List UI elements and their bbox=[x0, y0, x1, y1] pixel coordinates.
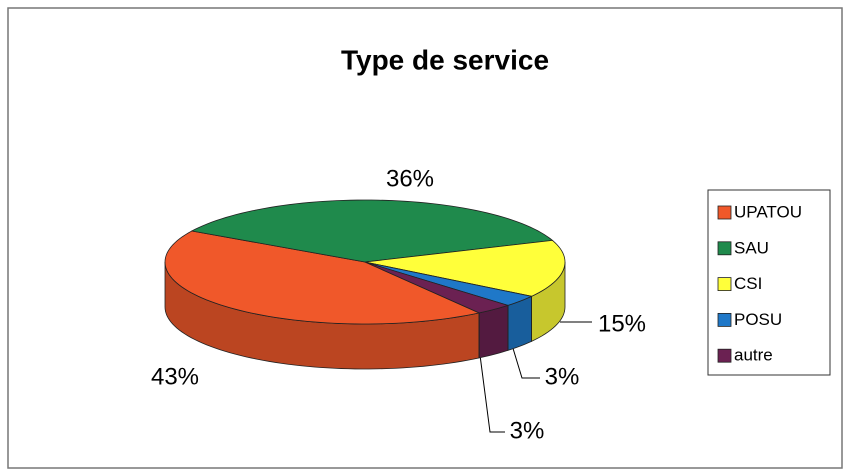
data-label: 43% bbox=[151, 363, 199, 390]
pie-side bbox=[478, 304, 509, 359]
data-label: 36% bbox=[386, 165, 434, 192]
data-label: 3% bbox=[545, 363, 580, 390]
leader-line bbox=[511, 344, 540, 379]
pie-slice bbox=[164, 230, 481, 325]
legend-swatch bbox=[717, 277, 732, 292]
legend-swatch bbox=[717, 205, 732, 220]
pie-slice bbox=[364, 261, 510, 314]
legend-label: autre bbox=[734, 346, 773, 365]
chart-title: Type de service bbox=[341, 44, 549, 75]
legend-swatch bbox=[717, 348, 732, 363]
legend-label: POSU bbox=[734, 310, 782, 329]
pie-slice bbox=[190, 199, 554, 263]
legend-swatch bbox=[717, 312, 732, 327]
pie-slice bbox=[364, 261, 533, 306]
legend-label: SAU bbox=[734, 238, 769, 257]
leader-lines bbox=[479, 321, 592, 433]
data-label: 3% bbox=[510, 417, 545, 444]
data-label: 15% bbox=[598, 310, 646, 337]
leader-line bbox=[479, 354, 505, 433]
legend-swatch bbox=[717, 241, 732, 256]
legend-label: UPATOU bbox=[734, 202, 802, 221]
pie-slice bbox=[364, 239, 566, 297]
legend-label: CSI bbox=[734, 274, 762, 293]
